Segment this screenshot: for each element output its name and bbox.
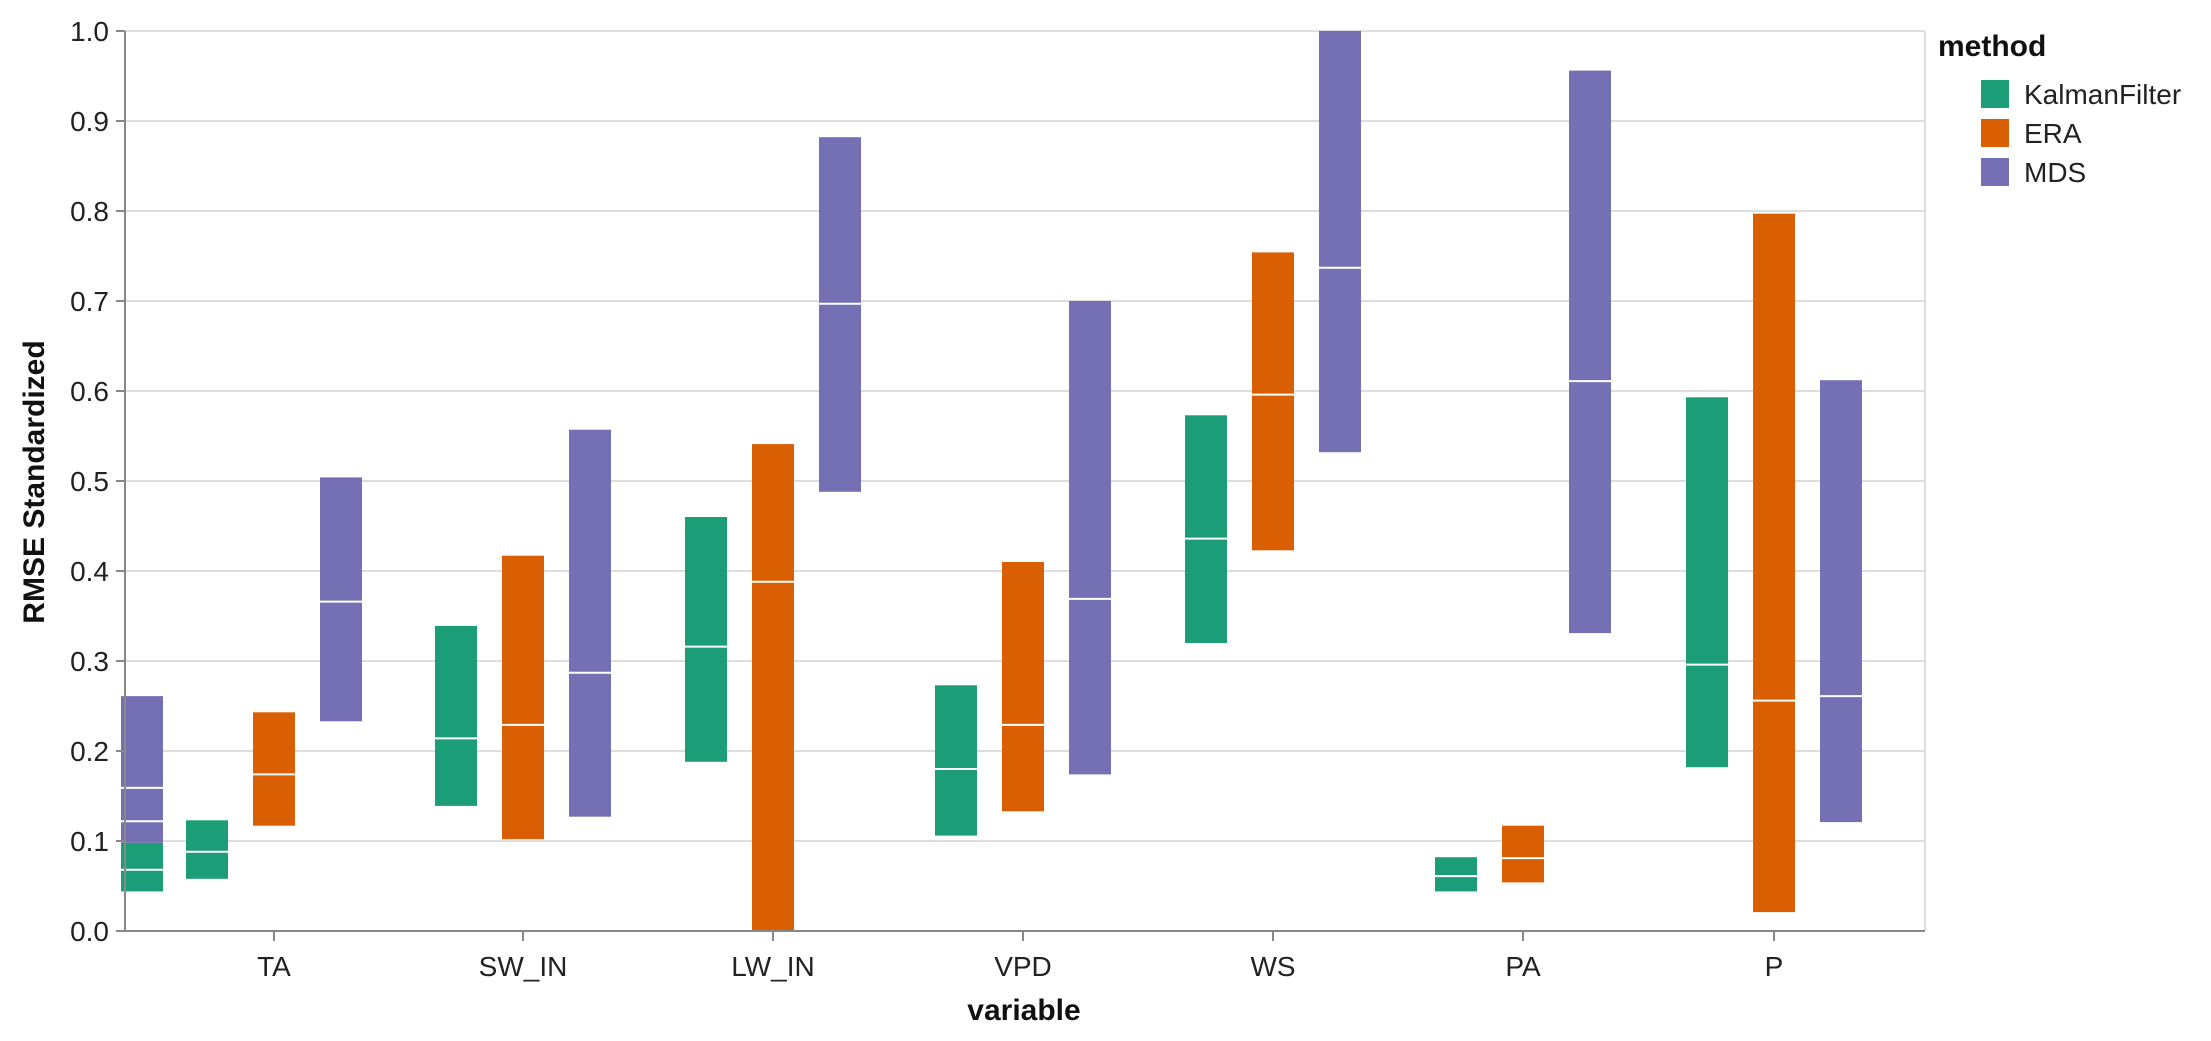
range-bar-body	[935, 685, 977, 836]
range-bar-mds-pa	[1569, 70, 1611, 634]
y-tick-label: 0.4	[70, 556, 109, 587]
y-tick-label: 0.5	[70, 466, 109, 497]
legend-swatch-mds	[1981, 158, 2009, 186]
legend: method KalmanFilter ERA MDS	[1938, 30, 2181, 188]
range-bar-era-vpd	[1002, 562, 1044, 812]
x-tick-label-ws: WS	[1250, 951, 1295, 982]
range-bar-kalmanfilter-ta	[186, 820, 228, 879]
y-tick-label: 0.0	[70, 916, 109, 947]
y-tick-label: 1.0	[70, 16, 109, 47]
y-tick-label: 0.8	[70, 196, 109, 227]
range-bar-era-lw-in	[752, 444, 794, 931]
range-bar-body	[121, 842, 163, 892]
range-bar-era-p	[1753, 213, 1795, 913]
range-bar-kalmanfilter-sw-in	[435, 625, 477, 806]
x-tick-label-sw-in: SW_IN	[479, 951, 568, 982]
range-bar-body	[1435, 857, 1477, 892]
legend-label-kalmanfilter: KalmanFilter	[2024, 79, 2181, 110]
range-bar-era-sw-in	[502, 555, 544, 840]
range-bar-kalmanfilter-lw-in	[685, 517, 727, 762]
range-bar-body	[502, 555, 544, 840]
range-bar-mds-vpd	[1069, 301, 1111, 775]
legend-label-era: ERA	[2024, 118, 2082, 149]
range-bar-era-ws	[1252, 252, 1294, 551]
range-bar-kalmanfilter-pa	[1435, 857, 1477, 892]
range-bar-mds-p	[1820, 380, 1862, 823]
range-bar-mds-ta-left	[121, 696, 163, 843]
y-tick-label: 0.6	[70, 376, 109, 407]
y-tick-label: 0.1	[70, 826, 109, 857]
range-bar-kalmanfilter-vpd	[935, 685, 977, 836]
x-tick-label-pa: PA	[1505, 951, 1541, 982]
range-bar-body	[253, 712, 295, 826]
legend-item-kalmanfilter: KalmanFilter	[1981, 79, 2181, 110]
range-bar-body	[1502, 825, 1544, 883]
range-bar-era-ta	[253, 712, 295, 826]
range-bar-body	[569, 429, 611, 817]
range-bar-mds-lw-in	[819, 137, 861, 492]
range-bar-body	[1002, 562, 1044, 812]
legend-label-mds: MDS	[2024, 157, 2086, 188]
range-bar-body	[1569, 70, 1611, 634]
range-bar-kalmanfilter-ws	[1185, 415, 1227, 643]
y-tick-label: 0.2	[70, 736, 109, 767]
range-bar-kalmanfilter-ta-left	[121, 842, 163, 892]
y-axis-title: RMSE Standardized	[18, 340, 51, 623]
range-bar-body	[685, 517, 727, 762]
x-tick-label-vpd: VPD	[994, 951, 1052, 982]
range-bar-body	[435, 625, 477, 806]
range-bar-body	[1820, 380, 1862, 823]
y-tick-label: 0.3	[70, 646, 109, 677]
x-tick-label-p: P	[1765, 951, 1784, 982]
legend-swatch-kalmanfilter	[1981, 80, 2009, 108]
x-axis-title: variable	[967, 994, 1080, 1027]
y-tick-label: 0.9	[70, 106, 109, 137]
range-bar-era-pa	[1502, 825, 1544, 883]
range-bar-body	[1069, 301, 1111, 775]
legend-item-mds: MDS	[1981, 157, 2086, 188]
x-tick-label-ta: TA	[257, 951, 291, 982]
axes-layer: 0.0 0.1 0.2 0.3 0.4 0.5 0.6 0.7 0.8 0.9 1.0 TA SW_IN…	[70, 16, 1925, 982]
legend-title: method	[1938, 30, 2046, 63]
range-bar-mds-ws	[1319, 31, 1361, 453]
legend-swatch-era	[1981, 119, 2009, 147]
range-bar-body	[1185, 415, 1227, 643]
range-bar-body	[1686, 397, 1728, 768]
range-bar-mds-ta	[320, 477, 362, 722]
x-tick-label-lw-in: LW_IN	[731, 951, 815, 982]
legend-item-era: ERA	[1981, 118, 2082, 149]
range-bar-body	[752, 444, 794, 931]
range-bar-mds-sw-in	[569, 429, 611, 817]
bars-layer	[121, 31, 1862, 931]
range-bar-body	[1319, 31, 1361, 453]
range-bar-body	[819, 137, 861, 492]
range-bar-body	[1753, 213, 1795, 913]
range-bar-kalmanfilter-p	[1686, 397, 1728, 768]
range-bar-body	[1252, 252, 1294, 551]
range-bar-body	[121, 696, 163, 843]
y-tick-label: 0.7	[70, 286, 109, 317]
range-bar-body	[320, 477, 362, 722]
range-bar-body	[186, 820, 228, 879]
